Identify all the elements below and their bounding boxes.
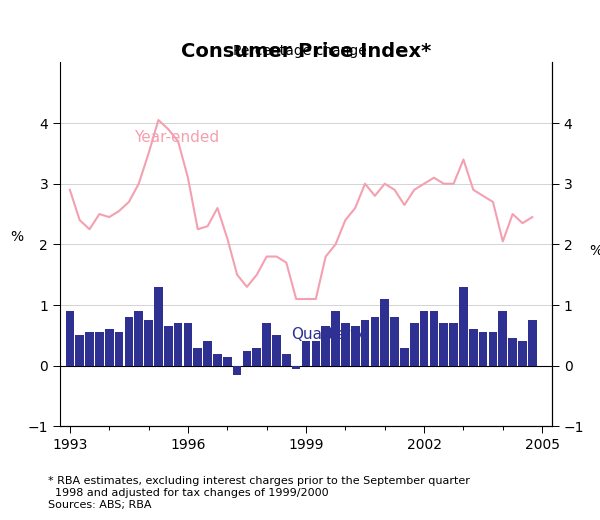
Bar (203, 342, 212, 366)
Bar (282, 354, 290, 366)
Bar (449, 323, 458, 366)
Text: Year-ended: Year-ended (134, 131, 219, 146)
Bar (361, 320, 370, 366)
Bar (499, 311, 507, 366)
Text: * RBA estimates, excluding interest charges prior to the September quarter
  199: * RBA estimates, excluding interest char… (48, 476, 470, 510)
Title: Consumer Price Index*: Consumer Price Index* (181, 42, 431, 61)
Bar (351, 327, 359, 366)
Bar (322, 327, 330, 366)
Bar (115, 332, 124, 366)
Bar (410, 323, 419, 366)
Bar (488, 332, 497, 366)
Bar (85, 332, 94, 366)
Bar (518, 342, 527, 366)
Bar (400, 347, 409, 366)
Y-axis label: %: % (589, 244, 600, 258)
Bar (479, 332, 487, 366)
Bar (302, 342, 310, 366)
Bar (154, 287, 163, 366)
Bar (469, 329, 478, 366)
Bar (144, 320, 153, 366)
Bar (253, 347, 261, 366)
Bar (95, 332, 104, 366)
Bar (233, 366, 241, 375)
Bar (105, 329, 113, 366)
Bar (292, 366, 301, 369)
Bar (262, 323, 271, 366)
Bar (242, 350, 251, 366)
Text: Quarterly: Quarterly (291, 327, 364, 342)
Bar (134, 311, 143, 366)
Y-axis label: %: % (10, 230, 23, 244)
Text: Percentage change: Percentage change (233, 44, 367, 58)
Bar (390, 317, 399, 366)
Bar (508, 339, 517, 366)
Bar (430, 311, 438, 366)
Bar (76, 335, 84, 366)
Bar (164, 327, 173, 366)
Bar (184, 323, 192, 366)
Bar (439, 323, 448, 366)
Bar (174, 323, 182, 366)
Bar (341, 323, 350, 366)
Bar (272, 335, 281, 366)
Bar (380, 299, 389, 366)
Bar (331, 311, 340, 366)
Bar (65, 311, 74, 366)
Bar (459, 287, 468, 366)
Bar (528, 320, 536, 366)
Bar (213, 354, 222, 366)
Bar (311, 342, 320, 366)
Bar (420, 311, 428, 366)
Bar (371, 317, 379, 366)
Bar (193, 347, 202, 366)
Bar (223, 357, 232, 366)
Bar (125, 317, 133, 366)
